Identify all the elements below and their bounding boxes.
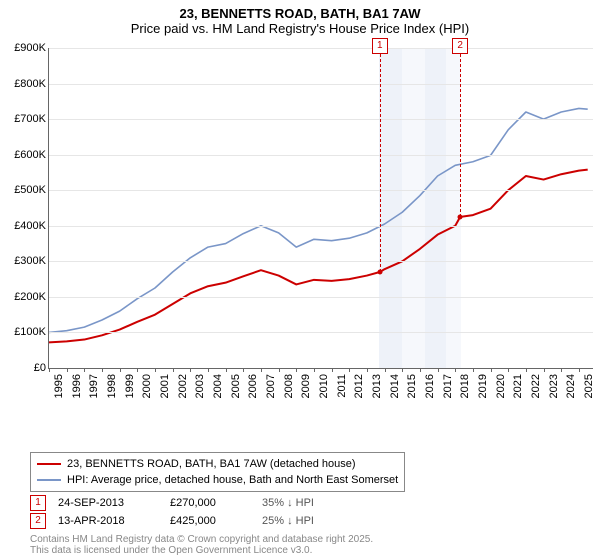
attribution-line-2: This data is licensed under the Open Gov… xyxy=(30,545,373,556)
x-tick xyxy=(314,368,315,372)
chart-area: 12 £0 £100K £200K £300K £400K £500K £600K £700K… xyxy=(8,48,592,408)
y-gridline xyxy=(49,84,593,85)
legend-item: HPI: Average price, detached house, Bath… xyxy=(37,472,398,488)
series-price_paid xyxy=(49,170,588,343)
x-tick xyxy=(243,368,244,372)
y-axis-label: £300K xyxy=(8,255,46,267)
sale-id-box: 1 xyxy=(30,495,46,511)
x-tick xyxy=(579,368,580,372)
sale-date: 13-APR-2018 xyxy=(58,515,158,527)
legend-label: 23, BENNETTS ROAD, BATH, BA1 7AW (detach… xyxy=(67,456,356,472)
sale-row: 2 13-APR-2018 £425,000 25% ↓ HPI xyxy=(30,512,362,530)
x-tick xyxy=(402,368,403,372)
y-axis-label: £500K xyxy=(8,184,46,196)
series-hpi xyxy=(49,108,588,332)
x-tick xyxy=(561,368,562,372)
y-axis-label: £800K xyxy=(8,78,46,90)
x-tick xyxy=(349,368,350,372)
x-tick xyxy=(508,368,509,372)
x-tick xyxy=(261,368,262,372)
sales-table: 1 24-SEP-2013 £270,000 35% ↓ HPI 2 13-APR-201… xyxy=(30,494,362,530)
sale-id-box: 2 xyxy=(30,513,46,529)
y-gridline xyxy=(49,190,593,191)
y-axis-label: £0 xyxy=(8,362,46,374)
callout-box: 2 xyxy=(452,38,468,54)
page-subtitle: Price paid vs. HM Land Registry's House … xyxy=(0,21,600,36)
y-gridline xyxy=(49,297,593,298)
y-gridline xyxy=(49,48,593,49)
y-gridline xyxy=(49,155,593,156)
x-tick xyxy=(544,368,545,372)
x-tick xyxy=(67,368,68,372)
x-tick xyxy=(137,368,138,372)
x-tick xyxy=(332,368,333,372)
y-axis-label: £600K xyxy=(8,149,46,161)
sale-marker xyxy=(377,270,382,275)
x-tick xyxy=(208,368,209,372)
x-tick xyxy=(473,368,474,372)
x-tick xyxy=(102,368,103,372)
callout-line xyxy=(460,54,462,217)
x-tick xyxy=(120,368,121,372)
callout-line xyxy=(380,54,382,272)
y-axis-label: £900K xyxy=(8,42,46,54)
sale-row: 1 24-SEP-2013 £270,000 35% ↓ HPI xyxy=(30,494,362,512)
x-tick xyxy=(455,368,456,372)
x-tick xyxy=(190,368,191,372)
attribution: Contains HM Land Registry data © Crown c… xyxy=(30,534,373,556)
plot-area: 12 xyxy=(48,48,593,369)
line-svg xyxy=(49,48,593,368)
y-axis-label: £100K xyxy=(8,326,46,338)
x-tick xyxy=(84,368,85,372)
attribution-line-1: Contains HM Land Registry data © Crown c… xyxy=(30,534,373,545)
chart-container: 23, BENNETTS ROAD, BATH, BA1 7AW Price p… xyxy=(0,0,600,560)
sale-price: £425,000 xyxy=(170,515,250,527)
x-tick xyxy=(438,368,439,372)
x-tick xyxy=(279,368,280,372)
legend-label: HPI: Average price, detached house, Bath… xyxy=(67,472,398,488)
title-block: 23, BENNETTS ROAD, BATH, BA1 7AW Price p… xyxy=(0,0,600,36)
y-gridline xyxy=(49,226,593,227)
sale-diff: 25% ↓ HPI xyxy=(262,515,362,527)
x-tick xyxy=(367,368,368,372)
y-gridline xyxy=(49,332,593,333)
x-tick xyxy=(296,368,297,372)
legend: 23, BENNETTS ROAD, BATH, BA1 7AW (detach… xyxy=(30,452,405,492)
x-tick xyxy=(173,368,174,372)
y-axis-label: £700K xyxy=(8,113,46,125)
x-tick xyxy=(385,368,386,372)
x-tick xyxy=(491,368,492,372)
page-title: 23, BENNETTS ROAD, BATH, BA1 7AW xyxy=(0,6,600,21)
x-tick xyxy=(420,368,421,372)
sale-date: 24-SEP-2013 xyxy=(58,497,158,509)
y-axis-label: £400K xyxy=(8,220,46,232)
x-tick xyxy=(226,368,227,372)
x-tick xyxy=(49,368,50,372)
legend-swatch xyxy=(37,479,61,481)
x-axis-label: 2025 xyxy=(583,374,600,398)
callout-box: 1 xyxy=(372,38,388,54)
legend-swatch xyxy=(37,463,61,465)
x-tick xyxy=(526,368,527,372)
x-tick xyxy=(155,368,156,372)
y-gridline xyxy=(49,261,593,262)
sale-marker xyxy=(458,214,463,219)
sale-diff: 35% ↓ HPI xyxy=(262,497,362,509)
sale-price: £270,000 xyxy=(170,497,250,509)
legend-item: 23, BENNETTS ROAD, BATH, BA1 7AW (detach… xyxy=(37,456,398,472)
y-gridline xyxy=(49,119,593,120)
y-axis-label: £200K xyxy=(8,291,46,303)
